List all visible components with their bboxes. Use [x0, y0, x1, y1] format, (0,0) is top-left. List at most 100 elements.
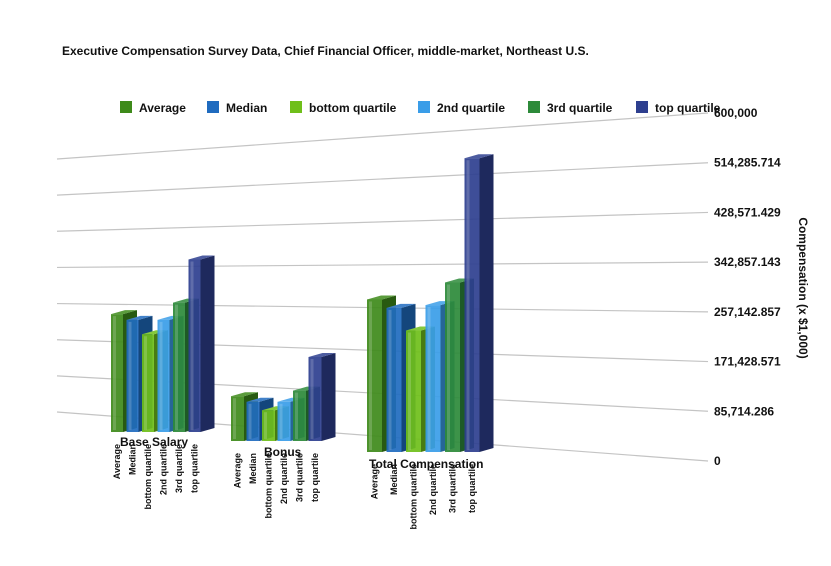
bar-highlight — [113, 316, 116, 430]
bar-highlight — [175, 304, 178, 430]
bar-top — [386, 303, 416, 308]
legend-swatch — [207, 101, 219, 113]
bar-series-label: 3rd quartile — [448, 464, 458, 513]
y-tick-label: 600,000 — [714, 106, 758, 120]
bar — [246, 401, 260, 441]
gridline — [56, 162, 709, 196]
bar-series-label: 3rd quartile — [174, 444, 184, 493]
bar-series-label: Median — [389, 464, 399, 495]
bar — [277, 401, 291, 441]
bar — [308, 357, 322, 441]
legend-label: 3rd quartile — [547, 101, 613, 115]
bar — [142, 334, 154, 432]
legend-swatch — [290, 101, 302, 113]
bar — [262, 410, 275, 441]
bar-side — [200, 255, 215, 432]
bar — [386, 307, 402, 452]
bar-highlight — [159, 321, 163, 430]
y-tick-label: 514,285.714 — [714, 156, 781, 170]
y-tick-label: 428,571.429 — [714, 205, 781, 219]
bar-highlight — [248, 403, 252, 439]
bar-series-label: Median — [128, 444, 138, 475]
bar-top — [464, 154, 494, 159]
gridline — [56, 261, 709, 269]
bar-series-label: bottom quartile — [264, 453, 274, 519]
gridline — [56, 112, 709, 160]
bar-series-label: Average — [112, 444, 122, 479]
bar — [406, 330, 421, 452]
bar — [188, 259, 201, 432]
bars — [111, 154, 494, 452]
chart-title: Executive Compensation Survey Data, Chie… — [62, 44, 589, 58]
legend-swatch — [120, 101, 132, 113]
bar-top — [308, 353, 336, 357]
bar-highlight — [128, 321, 132, 430]
bar-top — [111, 310, 137, 315]
legend-label: Average — [139, 101, 186, 115]
bar-series-label: 2nd quartile — [159, 444, 169, 495]
bar — [126, 319, 139, 432]
category-label: Base Salary — [120, 435, 188, 449]
bar-series-label: top quartile — [190, 444, 200, 493]
bar-series-label: 3rd quartile — [295, 453, 305, 502]
bar-top — [188, 255, 215, 260]
category-label: Bonus — [264, 445, 302, 459]
bar-series-label: bottom quartile — [143, 444, 153, 510]
bar-highlight — [388, 309, 392, 450]
y-tick-label: 342,857.143 — [714, 255, 781, 269]
bar-side — [479, 154, 494, 452]
bar-series-label: bottom quartile — [409, 464, 419, 530]
bar-highlight — [190, 261, 194, 430]
bar — [464, 158, 480, 452]
bar-series-label: Average — [370, 464, 380, 499]
legend-label: bottom quartile — [309, 101, 397, 115]
y-tick-label: 257,142.857 — [714, 305, 781, 319]
bar — [425, 305, 441, 452]
legend-swatch — [418, 101, 430, 113]
bar-highlight — [144, 336, 147, 430]
legend-label: Median — [226, 101, 267, 115]
bar-highlight — [264, 412, 267, 439]
bar-top — [231, 392, 258, 397]
bar-series-label: 2nd quartile — [428, 464, 438, 515]
bar-series-label: 2nd quartile — [279, 453, 289, 504]
y-axis-ticks: 0 85,714.286 171,428.571 257,142.857 342,857… — [714, 106, 781, 468]
y-axis-label: Compensation (x $1,000) — [796, 217, 810, 358]
bar-highlight — [466, 160, 470, 450]
bar-top — [367, 295, 396, 300]
bar-highlight — [408, 332, 411, 450]
bar-highlight — [233, 398, 236, 439]
bar-highlight — [310, 359, 314, 439]
bar — [293, 390, 306, 441]
bar — [445, 282, 460, 452]
legend-swatch — [528, 101, 540, 113]
legend: Average Median bottom quartile 2nd quartile… — [120, 101, 721, 115]
bar-top — [246, 397, 274, 402]
legend-label: 2nd quartile — [437, 101, 505, 115]
bar-highlight — [279, 403, 283, 439]
legend-swatch — [636, 101, 648, 113]
bar-highlight — [295, 392, 298, 439]
y-tick-label: 171,428.571 — [714, 355, 781, 369]
y-tick-label: 85,714.286 — [714, 404, 774, 418]
bar — [231, 396, 244, 441]
bar — [157, 319, 170, 432]
bar-series-label: top quartile — [467, 464, 477, 513]
y-tick-label: 0 — [714, 454, 721, 468]
bar-series-label: Average — [233, 453, 243, 488]
category-label: Total Compensation — [369, 457, 483, 471]
bar-highlight — [447, 284, 450, 450]
bar — [111, 314, 123, 432]
bar — [367, 299, 382, 452]
bar-highlight — [427, 307, 431, 450]
bar-series-label: Median — [248, 453, 258, 484]
bar-side — [321, 353, 336, 441]
bar-series-label: top quartile — [310, 453, 320, 502]
bar-top — [126, 315, 153, 320]
legend-label: top quartile — [655, 101, 721, 115]
gridline — [56, 211, 709, 232]
bar — [173, 302, 185, 432]
bar-highlight — [369, 301, 372, 450]
